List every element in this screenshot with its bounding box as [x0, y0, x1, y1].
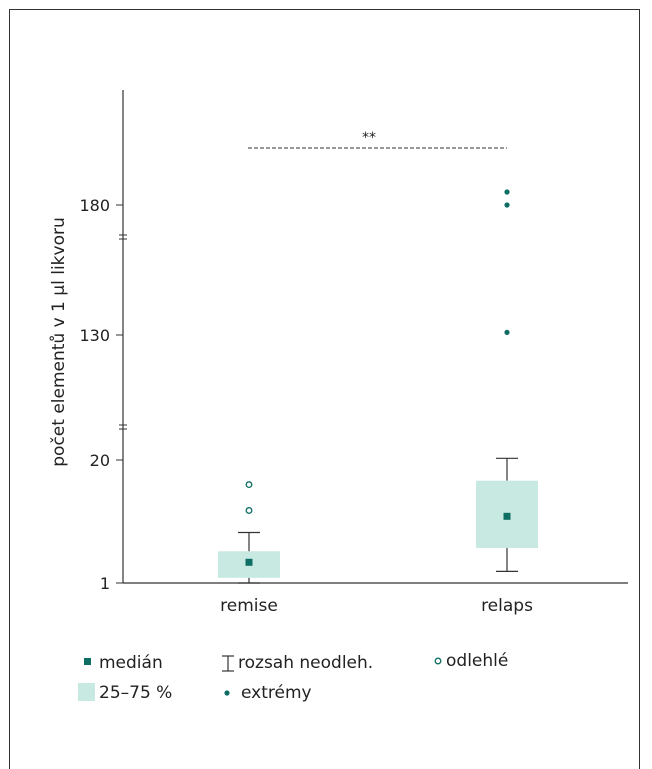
extreme-point-relaps-2 [504, 189, 510, 195]
legend-box-swatch [78, 683, 95, 701]
legend-outliers-label: odlehlé [446, 651, 508, 671]
figure-frame [9, 9, 640, 769]
legend-median-marker [84, 658, 91, 665]
axis-break-lower [119, 424, 127, 430]
y-tick-label-1: 1 [100, 574, 110, 593]
plot-marks [218, 189, 538, 584]
y-tick-label-20: 20 [90, 451, 110, 470]
median-marker-relaps [503, 512, 511, 520]
y-tick-label-180: 180 [79, 196, 110, 215]
significance-label: ** [362, 130, 376, 146]
legend-box-label: 25–75 % [99, 683, 172, 703]
outlier-point-remise-0 [245, 507, 253, 514]
legend-extremes-label: extrémy [241, 683, 312, 703]
outlier-point-remise-1 [245, 481, 253, 489]
median-marker-remise [245, 558, 253, 566]
extreme-point-relaps-1 [504, 202, 510, 208]
y-ticks: 180 130 20 1 [79, 196, 123, 593]
legend-range-icon [222, 655, 234, 672]
legend-median-label: medián [99, 653, 163, 673]
legend-extremes-marker [224, 690, 230, 696]
legend-outliers-marker [434, 657, 442, 665]
y-axis-label: počet elementů v 1 µl likvoru [49, 217, 69, 467]
legend: medián 25–75 % rozsah neodleh. extrémy o… [78, 651, 508, 703]
category-label-relaps: relaps [481, 596, 533, 616]
axis-break-upper [119, 234, 127, 240]
legend-range-label: rozsah neodleh. [238, 653, 373, 673]
y-tick-label-130: 130 [79, 326, 110, 345]
extreme-point-relaps-0 [504, 329, 510, 335]
category-label-remise: remise [220, 596, 278, 616]
